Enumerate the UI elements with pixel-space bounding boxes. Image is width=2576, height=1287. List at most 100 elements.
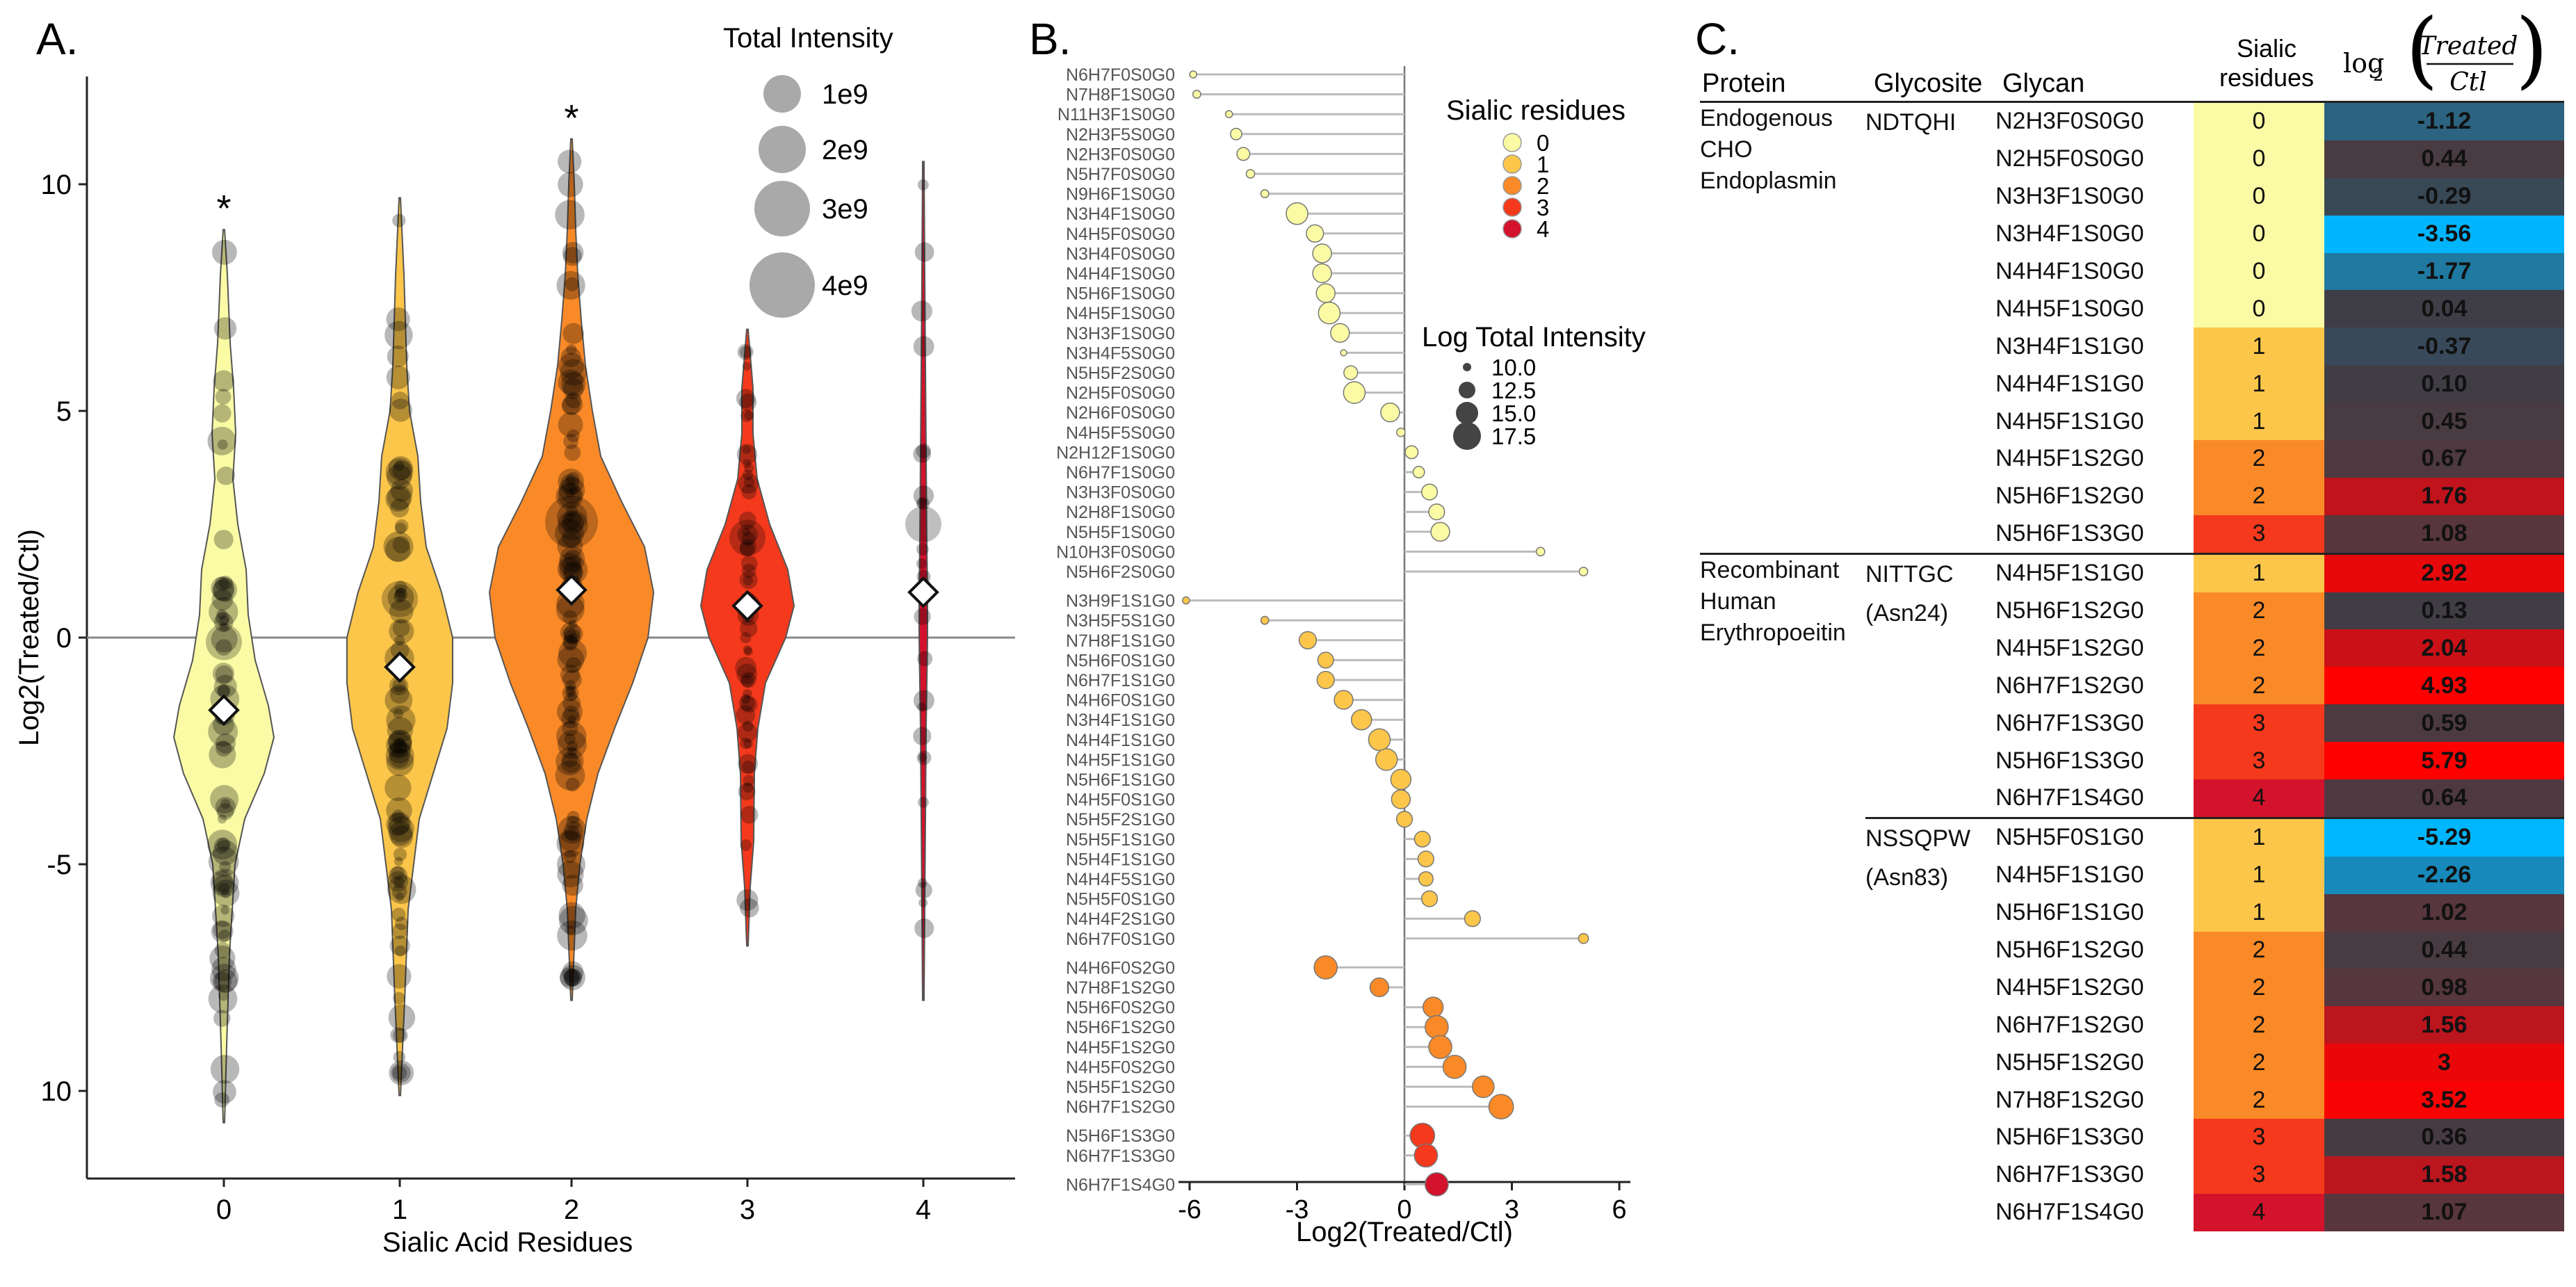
log-ratio-cell: 0.36 <box>2324 1119 2564 1156</box>
data-point <box>743 469 754 480</box>
data-point <box>560 473 580 493</box>
glycan-cell: N6H7F1S2G0 <box>1995 1011 2144 1038</box>
data-point <box>567 715 576 724</box>
header-sialic-line1: Sialic <box>2237 34 2296 63</box>
glycan-label: N11H3F1S0G0 <box>1058 105 1175 124</box>
data-point <box>913 690 934 711</box>
data-point <box>219 861 232 873</box>
log-ratio-cell: 0.44 <box>2324 140 2564 178</box>
size-legend-label: 17.5 <box>1491 423 1536 449</box>
color-legend-title: Sialic residues <box>1446 95 1626 126</box>
glycan-cell: N7H8F1S2G0 <box>1995 1086 2144 1113</box>
table-row: N6H7F1S4G0 4 0.64 <box>1700 779 2564 818</box>
lollipop-point <box>1230 127 1242 140</box>
data-point <box>915 882 932 899</box>
data-point <box>389 738 408 758</box>
sialic-cell: 3 <box>2194 742 2324 780</box>
data-point <box>913 445 931 463</box>
data-point <box>391 866 405 880</box>
table-row: N3H4F1S0G0 0 -3.56 <box>1700 215 2564 253</box>
data-point <box>206 624 242 661</box>
lollipop-point <box>1224 110 1233 118</box>
data-point <box>394 945 406 957</box>
size-legend-label: 12.5 <box>1491 378 1536 403</box>
data-point <box>389 748 410 768</box>
header-protein: Protein <box>1702 69 1785 98</box>
log-ratio-cell: 4.93 <box>2324 667 2564 705</box>
sialic-cell: 0 <box>2194 100 2324 140</box>
data-point <box>392 460 412 480</box>
color-legend-circle <box>1502 133 1522 152</box>
sialic-cell: 3 <box>2194 1119 2324 1156</box>
sialic-cell: 2 <box>2194 667 2324 705</box>
lollipop-point <box>1488 1094 1514 1119</box>
lollipop-point <box>1375 748 1398 771</box>
log-ratio-cell: 0.13 <box>2324 592 2564 630</box>
lollipop-point <box>1442 1055 1467 1079</box>
data-point <box>735 656 757 679</box>
data-point <box>207 426 236 455</box>
log-ratio-cell: 0.64 <box>2324 779 2564 818</box>
data-point <box>392 1065 407 1080</box>
table-row: N4H5F1S1G0 1 -2.26 <box>1700 856 2564 894</box>
data-point <box>391 884 407 900</box>
data-point <box>390 825 414 848</box>
data-point <box>914 918 934 939</box>
sialic-cell: 2 <box>2194 969 2324 1007</box>
x-axis-label: Log2(Treated/Ctl) <box>1296 1217 1513 1247</box>
glycan-label: N5H6F2S0G0 <box>1066 562 1175 582</box>
data-point <box>390 640 410 660</box>
data-point <box>738 783 756 801</box>
data-point <box>739 346 752 358</box>
lollipop-point <box>1420 890 1439 907</box>
data-point <box>212 971 232 991</box>
header-ratio-num: Treated <box>2419 32 2518 60</box>
color-legend-label: 3 <box>1537 195 1549 220</box>
data-point <box>217 439 228 450</box>
data-point <box>566 513 575 522</box>
data-point <box>740 555 758 572</box>
glycan-cell: N4H5F1S1G0 <box>1994 552 2194 592</box>
size-legend-circle <box>1463 363 1471 371</box>
data-point <box>220 906 229 915</box>
panel-a-label: A. <box>36 14 78 64</box>
glycan-label: N4H5F1S1G0 <box>1066 750 1175 770</box>
table-row: N5H6F1S1G0 1 1.02 <box>1700 893 2564 932</box>
data-point <box>387 964 412 989</box>
table-row: NSSQPW (Asn83) N5H5F0S1G0 1 -5.29 <box>1700 816 2564 1231</box>
data-point <box>741 484 757 500</box>
sialic-cell: 1 <box>2194 552 2324 592</box>
x-tick-label: 6 <box>1612 1195 1626 1224</box>
lollipop-point <box>1192 90 1201 99</box>
data-point <box>565 825 580 841</box>
lollipop-point <box>1317 651 1334 669</box>
glycan-label: N4H6F0S2G0 <box>1066 958 1175 978</box>
data-point <box>386 365 410 389</box>
data-point <box>742 563 756 578</box>
lollipop-point <box>1425 1014 1449 1039</box>
glycan-label: N5H4F1S1G0 <box>1066 850 1175 869</box>
data-point <box>563 969 582 987</box>
lollipop-point <box>1418 871 1434 887</box>
data-point <box>386 464 412 490</box>
lollipop-point <box>1404 445 1419 460</box>
glycan-cell: N5H6F1S2G0 <box>1995 937 2144 964</box>
glycan-label: N2H12F1S0G0 <box>1056 443 1175 462</box>
sialic-cell: 3 <box>2194 704 2324 743</box>
panel-a-violin-chart: A. 10 -5 0 5 10 Log2(Treated/Ctl) 0 1 2 3 4 Sialic … <box>0 0 1029 1287</box>
table-row: N3H4F1S1G0 1 -0.37 <box>1700 327 2564 366</box>
data-point <box>212 871 234 892</box>
lollipop-point <box>1306 224 1325 243</box>
data-point <box>738 722 758 743</box>
data-point <box>738 695 755 712</box>
glycan-label: N9H6F1S0G0 <box>1066 185 1175 204</box>
size-legend-circle <box>1459 382 1475 398</box>
protein-cell: Endogenous CHO Endoplasmin <box>1700 101 1865 554</box>
data-point <box>216 608 227 620</box>
data-point <box>209 741 236 769</box>
data-point <box>738 511 756 529</box>
y-tick-label: 10 <box>41 1076 72 1107</box>
log-ratio-cell: 2.92 <box>2324 552 2564 592</box>
log-ratio-cell: 1.56 <box>2324 1006 2564 1044</box>
data-point <box>743 575 753 586</box>
